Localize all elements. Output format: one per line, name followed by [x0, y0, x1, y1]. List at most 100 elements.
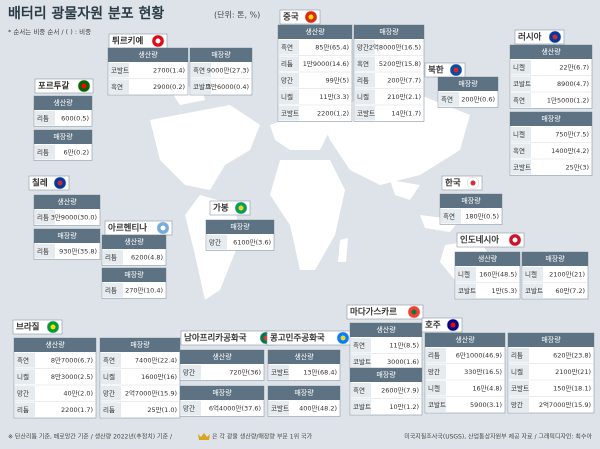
mineral-name: 망간 [357, 42, 369, 51]
mineral-name: 망간 [281, 75, 293, 84]
title: 배터리 광물자원 분포 현황 [8, 5, 164, 22]
mineral-cell [511, 160, 531, 175]
mineral-cell [35, 244, 55, 259]
mineral-name: 니켈 [281, 92, 293, 101]
section-header [510, 45, 592, 59]
mineral-cell [279, 89, 299, 104]
section-label: 매장량 [541, 335, 561, 344]
mineral-value: 5900(3.1) [470, 401, 502, 409]
crown-icon [198, 433, 210, 440]
mineral-name: 코발트 [525, 286, 543, 295]
mineral-name: 리튬 [281, 59, 293, 68]
mineral-value: 25만(1.0) [147, 405, 177, 414]
source: 미국지질조사국(USGS), 산업통상자원부 제공 자료 / 그래픽디자인: 최… [404, 433, 592, 441]
flag-detail [470, 180, 476, 186]
mineral-value: 85만(65.4) [315, 42, 349, 51]
mineral-cell [109, 63, 129, 78]
mineral-name: 망간 [511, 400, 523, 409]
mineral-cell [35, 145, 55, 160]
section-label: 매장량 [461, 196, 481, 205]
mineral-value: 2억7000만(15.9) [539, 400, 591, 409]
country-label-box [34, 78, 94, 94]
mineral-value: 11만(8.5) [389, 340, 419, 349]
mineral-value: 5200만(15.8) [379, 59, 421, 68]
mineral-cell [181, 365, 201, 380]
mineral-value: 16만(4.8) [472, 383, 502, 392]
mineral-name: 니켈 [513, 129, 525, 138]
flag-detail [160, 225, 166, 231]
mineral-value: 2억7000만(15.9) [125, 388, 177, 397]
mineral-value: 8900(4.7) [557, 80, 589, 88]
mineral-name: 니켈 [511, 367, 523, 376]
mineral-cell [441, 209, 461, 224]
mineral-value: 200만(7.7) [387, 75, 421, 84]
flag-detail [238, 205, 244, 211]
mineral-cell [35, 111, 55, 126]
mineral-value: 2200(1.7) [61, 406, 93, 414]
mineral-name: 흑연 [103, 355, 115, 364]
section-header [34, 195, 100, 209]
mineral-value: 400만(48.2) [299, 403, 337, 412]
mineral-cell [511, 60, 531, 75]
section-label: 생산량 [294, 352, 314, 361]
mineral-cell [355, 89, 375, 104]
mineral-cell [355, 73, 375, 88]
flag-detail [453, 67, 459, 73]
mineral-value: 6만1000(46.9) [456, 350, 502, 359]
mineral-name: 망간 [17, 388, 29, 397]
mineral-value: 6100만(3.6) [233, 237, 271, 246]
section-label: 생산량 [455, 335, 475, 344]
section-label: 매장량 [53, 132, 73, 141]
section-header [508, 333, 594, 347]
mineral-cell [279, 40, 299, 55]
mineral-name: 흑연 [353, 385, 365, 394]
mineral-name: 리튬 [511, 350, 523, 359]
mineral-value: 270만(10.4) [125, 285, 163, 294]
section-header [438, 77, 498, 91]
section-label: 매장량 [545, 254, 565, 263]
flag-detail [155, 38, 161, 44]
mineral-name: 니켈 [525, 269, 537, 278]
section-header [14, 338, 96, 352]
mineral-name: 코발트 [281, 108, 299, 117]
section-label: 생산량 [45, 340, 65, 349]
mineral-cell [509, 364, 529, 379]
mineral-name: 니켈 [357, 92, 369, 101]
mineral-value: 2700(1.4) [153, 66, 185, 74]
country-name: 중국 [283, 13, 299, 23]
mineral-cell [279, 106, 299, 121]
section-label: 생산량 [541, 47, 561, 56]
section-header [108, 48, 188, 62]
section-header [180, 350, 264, 364]
country-name: 인도네시아 [460, 235, 499, 246]
country-label-box [346, 304, 424, 320]
mineral-name: 흑연 [357, 59, 369, 68]
mineral-value: 22만(6.7) [559, 62, 589, 71]
country-name: 칠레 [32, 178, 48, 189]
mineral-name: 코발트 [111, 65, 129, 74]
section-header [100, 338, 180, 352]
mineral-name: 코발트 [271, 367, 289, 376]
mineral-name: 흑연 [353, 340, 365, 349]
mineral-value: 7400만(22.4) [135, 355, 177, 364]
country-name: 호주 [425, 320, 441, 331]
mineral-cell [279, 73, 299, 88]
mineral-cell [456, 283, 476, 298]
section-header [510, 112, 592, 126]
mineral-name: 리튬 [37, 147, 49, 156]
mineral-value: 60만(7.2) [555, 286, 585, 295]
country-name: 마다가스카르 [350, 307, 397, 318]
mineral-cell [191, 79, 211, 94]
mineral-name: 리튬 [103, 405, 115, 414]
mineral-value: 330만(16.5) [464, 367, 502, 376]
mineral-cell [15, 402, 35, 417]
section-label: 매장량 [541, 114, 561, 123]
section-header [34, 96, 92, 110]
section-label: 매장량 [230, 222, 250, 231]
